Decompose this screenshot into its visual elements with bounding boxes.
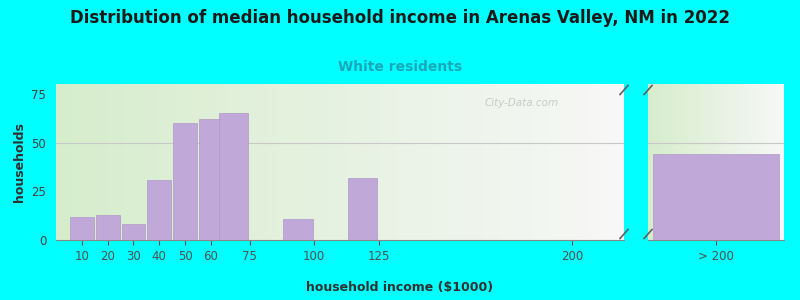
Bar [96, 215, 119, 240]
Text: Distribution of median household income in Arenas Valley, NM in 2022: Distribution of median household income … [70, 9, 730, 27]
Bar [654, 154, 778, 240]
Text: household income ($1000): household income ($1000) [306, 281, 494, 294]
Text: City-Data.com: City-Data.com [485, 98, 559, 108]
Text: White residents: White residents [338, 60, 462, 74]
Bar [122, 224, 146, 240]
Bar [199, 119, 222, 240]
Bar [70, 217, 94, 240]
Bar [348, 178, 378, 240]
Bar [174, 123, 197, 240]
Bar [218, 113, 248, 240]
Y-axis label: households: households [13, 122, 26, 202]
Bar [283, 218, 313, 240]
Bar [147, 179, 171, 240]
